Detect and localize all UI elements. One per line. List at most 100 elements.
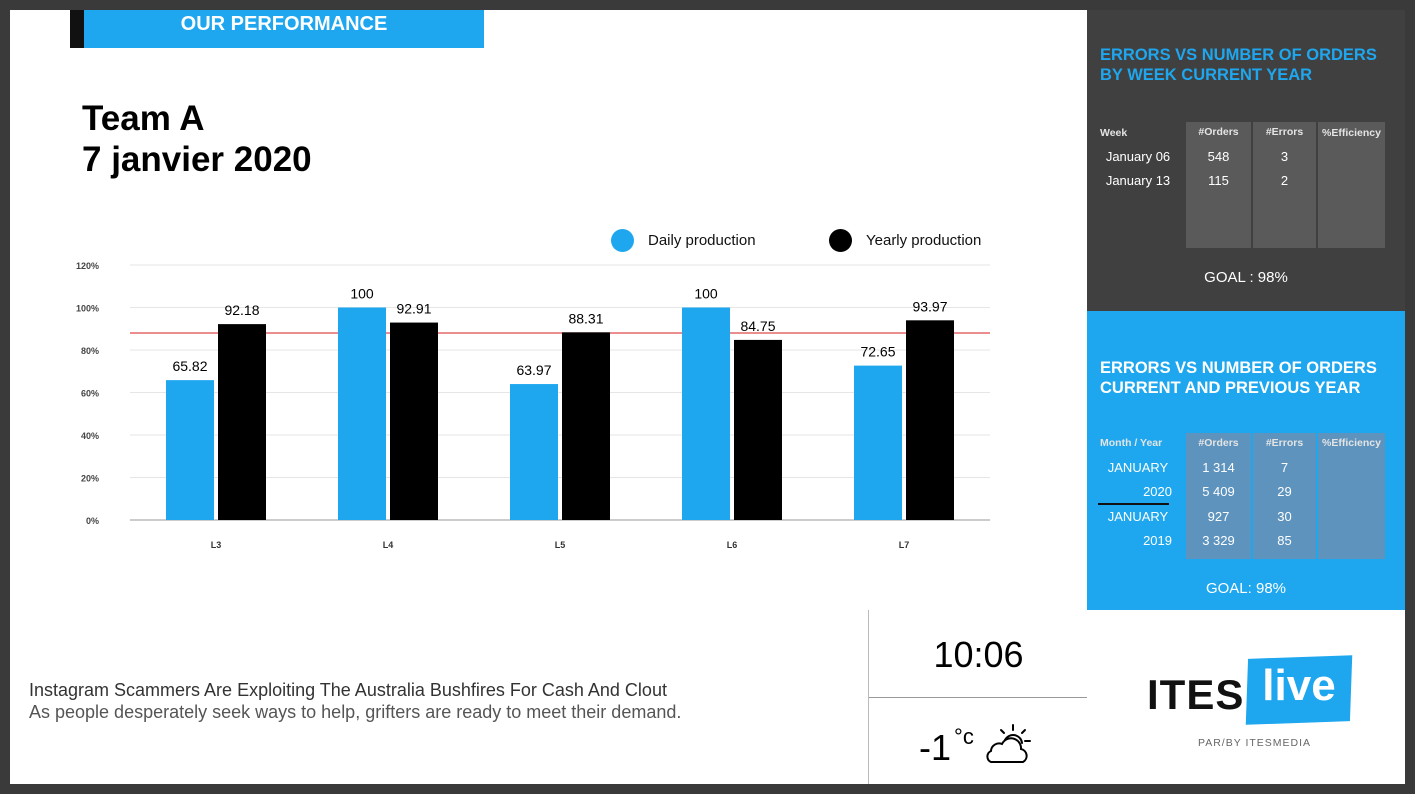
yearly-header-efficiency: %Efficiency [1322,437,1381,449]
yearly-row-errors: 29 [1277,484,1292,499]
legend-daily-swatch [611,228,634,252]
weekly-row-errors: 2 [1280,173,1289,188]
clock-time: 10:06 [933,634,1024,675]
clock-divider [869,697,1088,698]
daily-data-label: 72.65 [860,344,895,360]
weekly-row-orders: 115 [1208,173,1229,188]
yearly-panel-title: ERRORS VS NUMBER OF ORDERS CURRENT AND P… [1100,358,1377,398]
team-heading: Team A 7 janvier 2020 [82,98,312,180]
yearly-row-period: 2020 [1143,484,1172,499]
weekly-efficiency-column [1318,122,1385,248]
production-bar-chart: 0% 20% 40% 60% 80% 100% 120% 65.82 92.18 L3 100 92.… [76,261,990,550]
partly-cloudy-icon [986,724,1031,763]
y-tick-label: 120% [76,261,99,271]
temperature-unit: °c [954,724,974,749]
daily-data-label: 100 [694,286,718,302]
yearly-data-label: 92.91 [396,301,431,317]
daily-data-label: 63.97 [516,362,551,378]
weekly-row-orders: 548 [1207,149,1230,164]
yearly-row-period: 2019 [1143,533,1172,548]
x-category-label: L7 [899,540,910,550]
yearly-row-period: JANUARY [1107,460,1169,475]
report-date: 7 janvier 2020 [82,140,312,179]
yearly-header-errors: #Errors [1265,437,1304,449]
weekly-panel-title: ERRORS VS NUMBER OF ORDERS BY WEEK CURRE… [1100,45,1377,85]
weekly-title-line1: ERRORS VS NUMBER OF ORDERS [1100,46,1377,64]
temperature-value: -1 [919,727,952,768]
yearly-row-period: JANUARY [1107,509,1169,524]
year-separator-line [1098,503,1169,505]
x-category-label: L4 [383,540,394,550]
temperature-readout: -1 °c [919,724,974,769]
weekly-header-orders: #Orders [1198,126,1239,138]
weekly-row-week: January 13 [1105,173,1171,188]
yearly-header-month: Month / Year [1100,437,1163,449]
logo-byline: PAR/BY ITESMEDIA [1198,737,1312,749]
y-tick-label: 60% [81,389,99,399]
weekly-header-week: Week [1100,127,1128,139]
legend-yearly-swatch [829,228,852,252]
section-title: OUR PERFORMANCE [180,13,388,35]
weekly-row-errors: 3 [1280,149,1289,164]
section-header: OUR PERFORMANCE [70,10,484,48]
yearly-bar [218,324,266,520]
header-stripe [70,10,84,48]
y-tick-label: 20% [81,474,99,484]
brand-panel: ITES live PAR/BY ITESMEDIA [1087,610,1405,784]
yearly-data-label: 84.75 [740,318,775,334]
y-tick-label: 100% [76,304,99,314]
legend-yearly: Yearly production [829,228,981,252]
logo-ites-text: ITES [1147,671,1245,718]
x-category-label: L6 [727,540,738,550]
yearly-data-label: 88.31 [568,310,603,326]
daily-bar [510,384,558,520]
yearly-data-label: 92.18 [224,302,259,318]
legend-daily-label: Daily production [648,231,756,249]
weekly-header-efficiency: %Efficiency [1322,127,1381,139]
y-tick-label: 80% [81,346,99,356]
daily-data-label: 100 [350,286,374,302]
legend-daily: Daily production [611,228,756,252]
clock-weather-widget: 10:06 -1 °c [868,610,1088,784]
yearly-row-orders: 5 409 [1202,484,1235,499]
news-headline: Instagram Scammers Are Exploiting The Au… [29,680,667,700]
daily-bar [338,307,386,520]
yearly-bar [562,332,610,520]
news-ticker: Instagram Scammers Are Exploiting The Au… [29,680,849,723]
yearly-row-orders: 927 [1207,509,1230,524]
weekly-row-week: January 06 [1105,149,1171,164]
daily-bar [682,307,730,520]
yearly-bar [390,322,438,520]
yearly-header-orders: #Orders [1198,437,1239,449]
logo-live-text: live [1262,661,1336,710]
weekly-errors-panel: ERRORS VS NUMBER OF ORDERS BY WEEK CURRE… [1087,10,1405,311]
yearly-orders-column [1186,433,1251,559]
legend-yearly-label: Yearly production [866,231,982,249]
y-tick-label: 0% [86,516,99,526]
weekly-header-errors: #Errors [1265,126,1304,138]
weekly-errors-column [1253,122,1316,248]
yearly-bar [906,320,954,520]
yearly-row-orders: 3 329 [1202,533,1235,548]
yearly-row-errors: 30 [1277,509,1292,524]
yearly-row-orders: 1 314 [1202,460,1235,475]
team-name: Team A [82,99,205,138]
yearly-bar [734,339,782,520]
daily-data-label: 65.82 [172,358,207,374]
weekly-title-line2: BY WEEK CURRENT YEAR [1100,66,1313,84]
yearly-title-line1: ERRORS VS NUMBER OF ORDERS [1100,359,1377,377]
yearly-goal: GOAL: 98% [1205,580,1287,597]
x-category-label: L5 [555,540,566,550]
daily-bar [166,380,214,520]
yearly-row-errors: 85 [1277,533,1292,548]
news-subtitle: As people desperately seek ways to help,… [29,702,682,722]
x-category-label: L3 [211,540,222,550]
yearly-row-errors: 7 [1280,460,1289,475]
y-tick-label: 40% [81,431,99,441]
yearly-errors-column [1253,433,1316,559]
yearly-data-label: 93.97 [912,298,947,314]
weekly-goal: GOAL : 98% [1204,269,1288,286]
yearly-title-line2: CURRENT AND PREVIOUS YEAR [1100,379,1361,397]
daily-bar [854,365,902,520]
yearly-efficiency-column [1318,433,1385,559]
